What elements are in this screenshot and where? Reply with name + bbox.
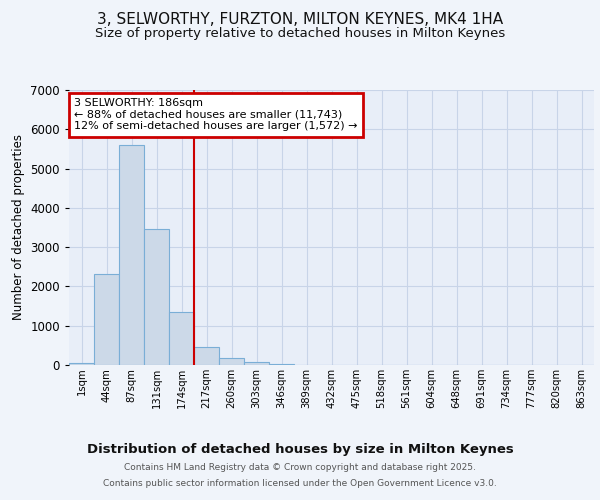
Bar (144, 230, 169, 365)
Bar (119, 145, 144, 365)
Text: Distribution of detached houses by size in Milton Keynes: Distribution of detached houses by size … (86, 442, 514, 456)
Text: Contains public sector information licensed under the Open Government Licence v3: Contains public sector information licen… (103, 478, 497, 488)
Bar (194, 348, 219, 365)
Text: 3 SELWORTHY: 186sqm
← 88% of detached houses are smaller (11,743)
12% of semi-de: 3 SELWORTHY: 186sqm ← 88% of detached ho… (74, 98, 358, 132)
Bar (169, 312, 194, 365)
Bar (69, 363, 94, 365)
Y-axis label: Number of detached properties: Number of detached properties (12, 134, 25, 320)
Text: 3, SELWORTHY, FURZTON, MILTON KEYNES, MK4 1HA: 3, SELWORTHY, FURZTON, MILTON KEYNES, MK… (97, 12, 503, 28)
Text: Contains HM Land Registry data © Crown copyright and database right 2025.: Contains HM Land Registry data © Crown c… (124, 464, 476, 472)
Bar (94, 274, 119, 365)
Text: Size of property relative to detached houses in Milton Keynes: Size of property relative to detached ho… (95, 28, 505, 40)
Bar (269, 364, 294, 365)
Bar (244, 362, 269, 365)
Bar (219, 358, 244, 365)
